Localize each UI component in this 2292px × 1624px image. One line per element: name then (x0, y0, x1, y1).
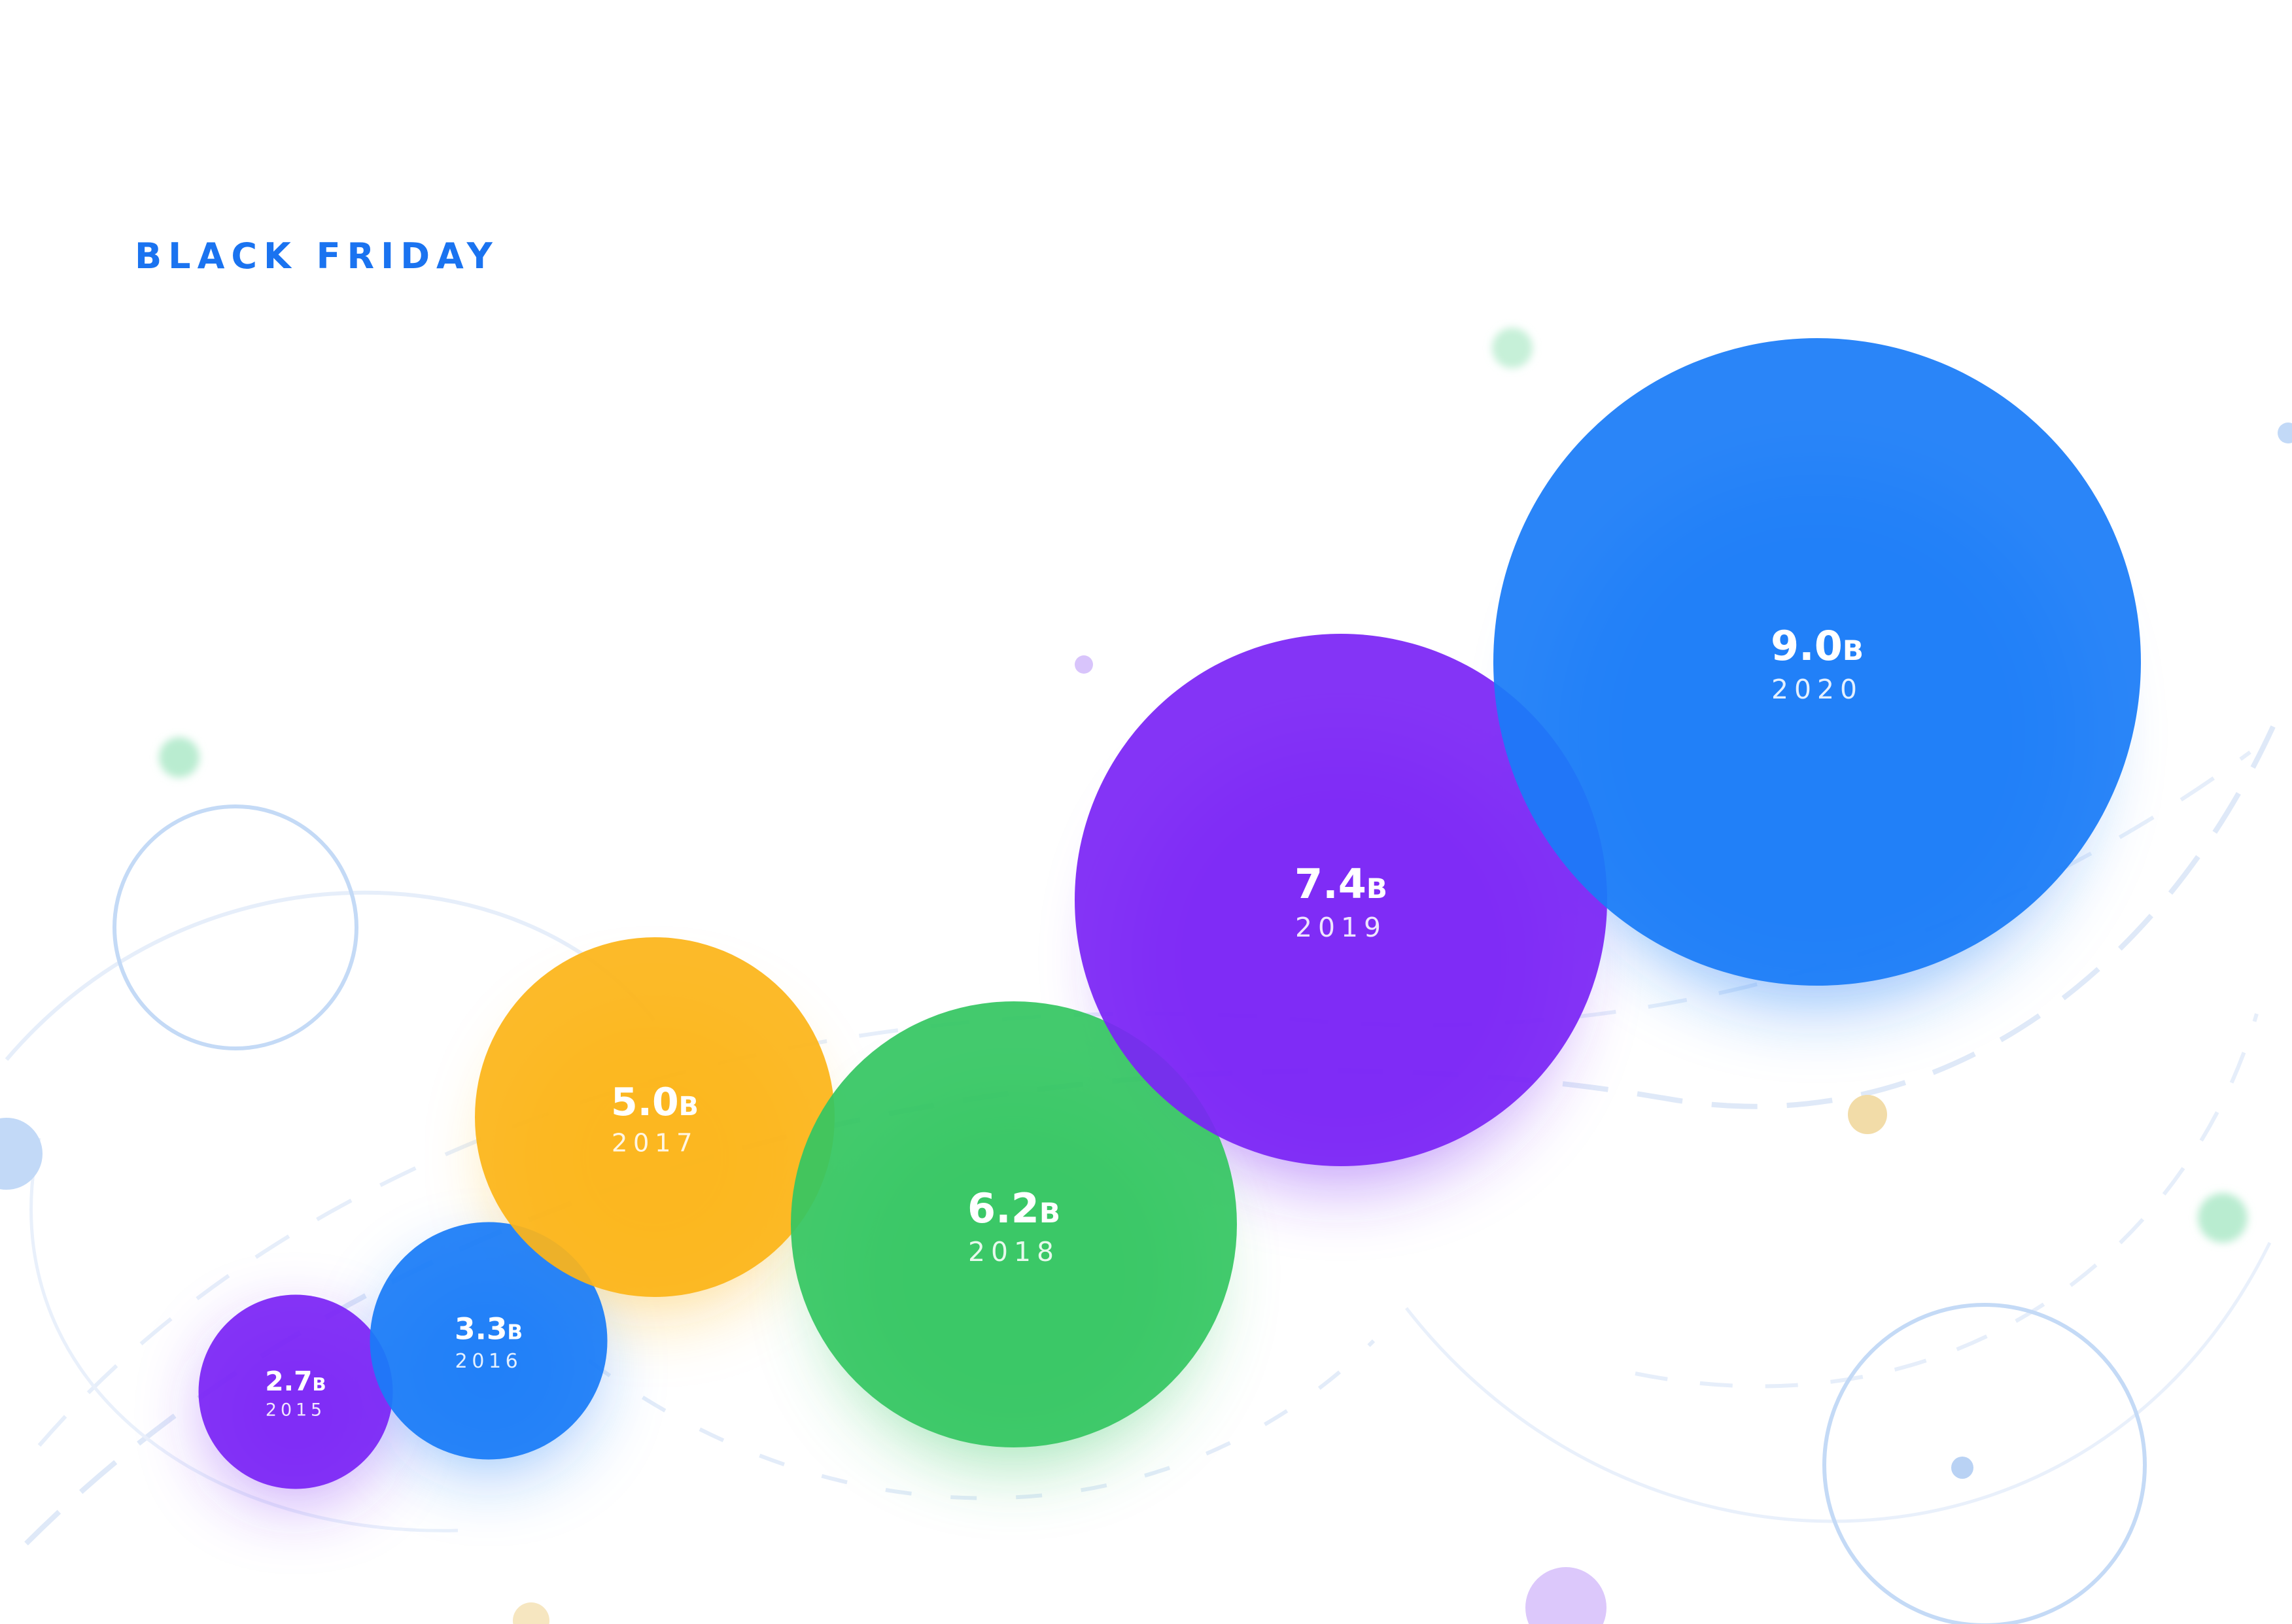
dot-pale-purple-bottom (1525, 1567, 1606, 1624)
dot-pale-purple-small (1075, 655, 1093, 674)
bubble-value-2016: 3.3B (455, 1312, 523, 1347)
bubble-year-2020: 2020 (1771, 674, 1863, 705)
bubble-value-suffix-2020: B (1843, 634, 1864, 666)
bubble-value-2015: 2.7B (265, 1366, 326, 1397)
dashed-arc-right (1635, 1013, 2259, 1389)
bubble-value-number-2019: 7.4 (1294, 860, 1366, 908)
bubbles (198, 338, 2141, 1489)
bubble-value-suffix-2017: B (679, 1092, 699, 1122)
bubble-2020[interactable] (1493, 338, 2141, 986)
bubble-value-number-2017: 5.0 (611, 1080, 679, 1124)
bubble-value-suffix-2015: B (313, 1373, 326, 1395)
outline-ring-left (113, 804, 358, 1050)
dot-pale-yellow (1848, 1095, 1887, 1134)
bubble-year-2018: 2018 (968, 1236, 1060, 1268)
bubble-year-2016: 2016 (455, 1350, 523, 1373)
bubble-value-2017: 5.0B (611, 1080, 699, 1124)
dashed-arc-bottom (587, 1339, 1376, 1500)
dot-pale-green-top (1492, 328, 1533, 368)
bubble-value-2019: 7.4B (1294, 860, 1387, 908)
bubble-value-number-2018: 6.2 (967, 1184, 1039, 1232)
dot-pale-green-right (2198, 1193, 2248, 1243)
bubble-value-number-2015: 2.7 (265, 1366, 312, 1397)
bubble-2018[interactable] (791, 1001, 1237, 1447)
bubble-value-suffix-2018: B (1039, 1197, 1060, 1229)
dot-pale-blue-left (0, 1118, 43, 1190)
dot-pale-green-left (159, 737, 200, 778)
solid-arc-right (1405, 1241, 2272, 1523)
bubble-year-2019: 2019 (1295, 912, 1387, 943)
bubble-year-2017: 2017 (612, 1129, 698, 1158)
dot-blue-small (1951, 1457, 1973, 1479)
dot-pale-yellow-bottom (513, 1602, 549, 1624)
bubble-value-suffix-2019: B (1366, 872, 1387, 905)
bubble-year-2015: 2015 (266, 1400, 326, 1421)
solid-arc-bottom-left (29, 1137, 459, 1532)
dot-pale-blue-edge (2278, 423, 2292, 443)
bubble-2017[interactable] (475, 937, 835, 1297)
bubble-2019[interactable] (1075, 634, 1607, 1166)
bubble-labels: 2.7B20153.3B20165.0B20176.2B20187.4B2019… (265, 622, 1864, 1421)
bubble-2016[interactable] (370, 1222, 608, 1460)
bubble-value-2020: 9.0B (1771, 622, 1864, 670)
background-dots (0, 328, 2292, 1624)
outline-ring-right (1822, 1303, 2147, 1624)
bubble-value-2018: 6.2B (967, 1184, 1060, 1232)
bubble-value-suffix-2016: B (507, 1321, 523, 1345)
bubble-2015[interactable] (198, 1294, 393, 1489)
bubble-value-number-2016: 3.3 (455, 1312, 507, 1347)
chart-title: BLACK FRIDAY (135, 235, 499, 277)
bubble-value-number-2020: 9.0 (1771, 622, 1843, 670)
